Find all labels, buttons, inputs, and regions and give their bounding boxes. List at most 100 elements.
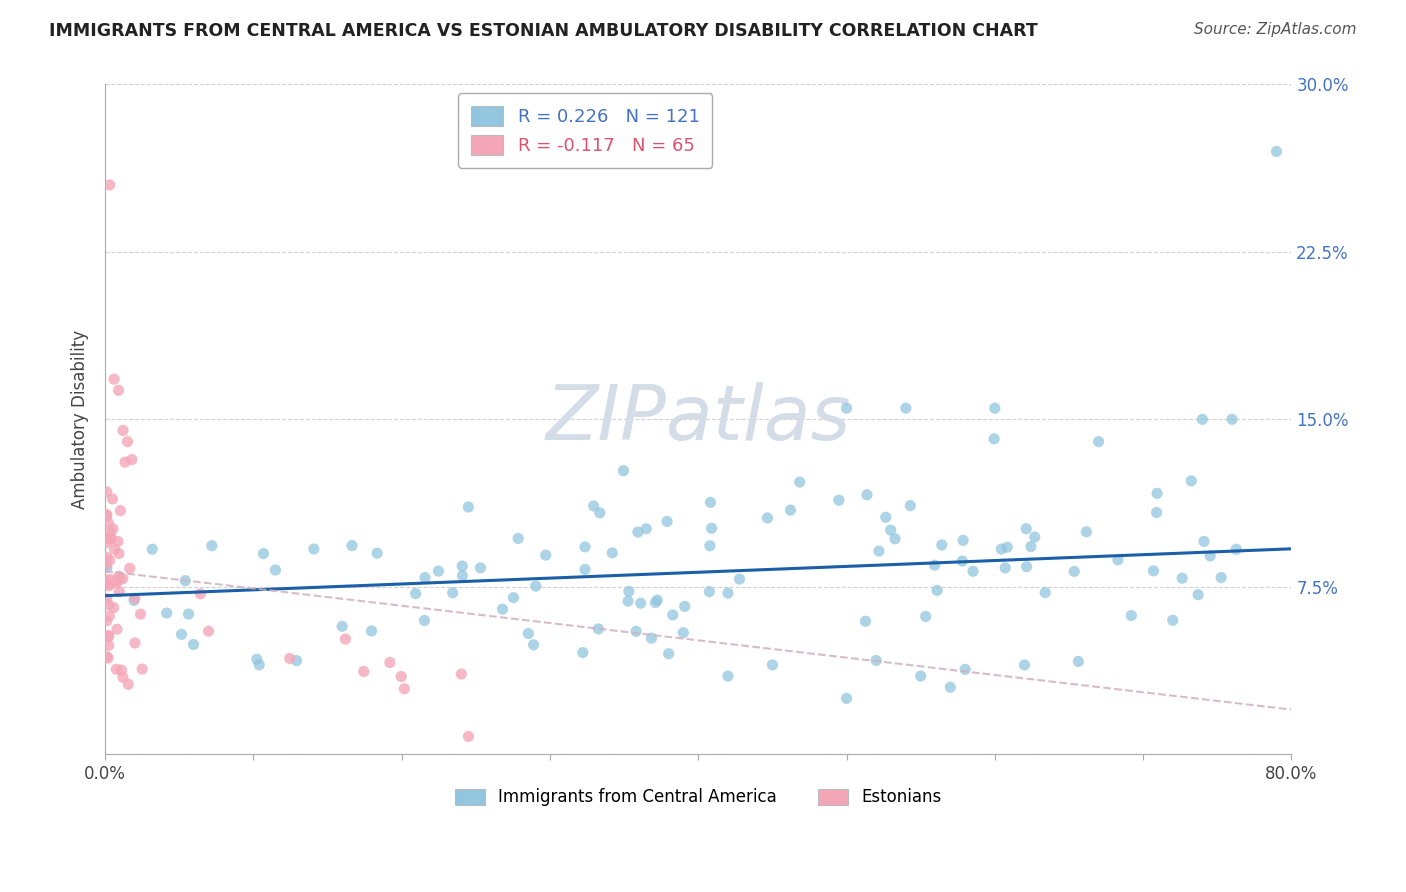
Point [413,570,436,584]
Point [247,657,270,672]
Point [1171,571,1194,585]
Legend: Immigrants from Central America, Estonians: Immigrants from Central America, Estonia… [449,781,949,813]
Point [105,622,128,636]
Point [1015,559,1038,574]
Point [1146,506,1168,520]
Point [340,539,363,553]
Point [96,649,118,664]
Point [1019,540,1042,554]
Point [103,372,125,386]
Point [1067,654,1090,668]
Point [107,569,129,583]
Point [914,609,936,624]
Point [413,614,436,628]
Point [582,499,605,513]
Point [612,464,634,478]
Point [96,508,118,523]
Point [672,625,695,640]
Point [105,574,128,588]
Text: IMMIGRANTS FROM CENTRAL AMERICA VS ESTONIAN AMBULATORY DISABILITY CORRELATION CH: IMMIGRANTS FROM CENTRAL AMERICA VS ESTON… [49,22,1038,40]
Point [98,577,121,591]
Point [110,663,132,677]
Point [98,178,121,192]
Point [868,544,890,558]
Point [1014,657,1036,672]
Text: Source: ZipAtlas.com: Source: ZipAtlas.com [1194,22,1357,37]
Point [953,662,976,676]
Point [101,491,124,506]
Point [1180,474,1202,488]
Point [924,558,946,573]
Point [627,525,650,540]
Point [962,564,984,578]
Point [457,500,479,514]
Point [121,452,143,467]
Point [1107,553,1129,567]
Point [630,596,652,610]
Point [789,475,811,489]
Point [335,632,357,646]
Point [98,609,121,624]
Point [875,510,897,524]
Point [98,579,121,593]
Point [574,540,596,554]
Point [728,572,751,586]
Point [1015,522,1038,536]
Point [995,540,1018,554]
Point [647,593,669,607]
Point [1142,564,1164,578]
Point [673,599,696,614]
Point [366,546,388,560]
Point [105,662,128,676]
Point [994,561,1017,575]
Point [699,539,721,553]
Point [117,434,139,449]
Point [96,535,118,549]
Point [522,638,544,652]
Point [96,550,118,565]
Point [141,542,163,557]
Point [699,495,721,509]
Point [97,516,120,531]
Point [574,562,596,576]
Point [1220,412,1243,426]
Point [589,506,612,520]
Point [1024,530,1046,544]
Point [278,651,301,665]
Point [856,488,879,502]
Point [96,614,118,628]
Point [925,583,948,598]
Point [636,522,658,536]
Point [1146,486,1168,500]
Point [246,652,269,666]
Point [952,533,974,548]
Point [96,591,118,606]
Point [114,455,136,469]
Point [1211,571,1233,585]
Point [111,424,134,438]
Point [717,586,740,600]
Point [252,547,274,561]
Point [124,636,146,650]
Point [156,606,179,620]
Point [174,574,197,588]
Point [1199,549,1222,563]
Point [1121,608,1143,623]
Text: ZIPatlas: ZIPatlas [546,383,851,457]
Point [990,542,1012,557]
Point [865,653,887,667]
Point [470,561,492,575]
Point [1033,585,1056,599]
Point [285,654,308,668]
Point [405,586,427,600]
Point [984,401,1007,416]
Point [97,628,120,642]
Point [302,541,325,556]
Point [100,525,122,540]
Point [524,579,547,593]
Point [122,593,145,607]
Point [108,547,131,561]
Point [910,669,932,683]
Point [1161,613,1184,627]
Point [96,560,118,574]
